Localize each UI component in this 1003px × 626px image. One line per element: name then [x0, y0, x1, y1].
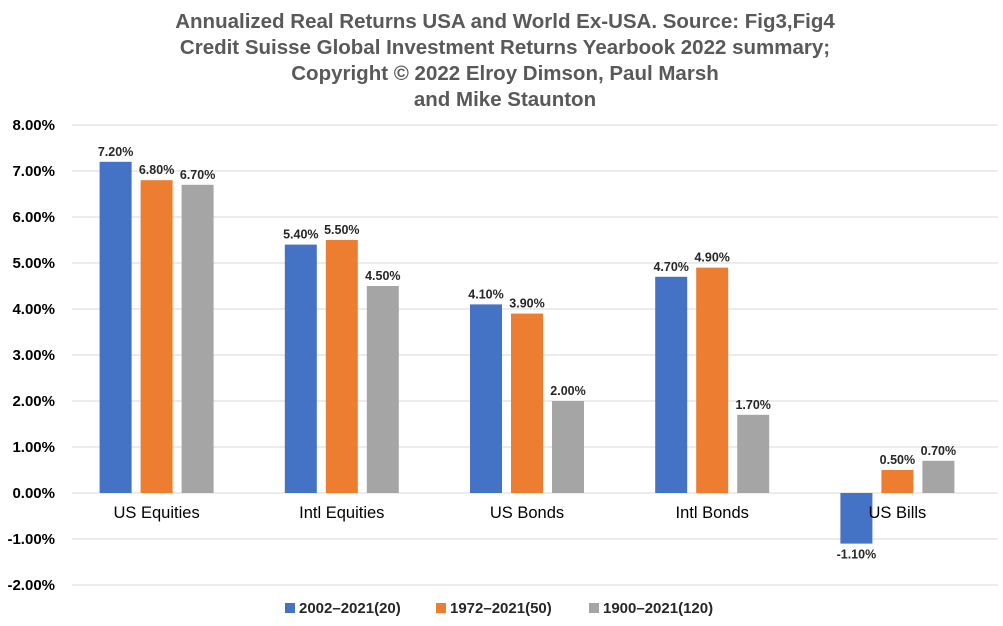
- data-label: 2.00%: [550, 384, 585, 398]
- y-tick-label: 0.00%: [12, 485, 55, 502]
- chart-title-line-1: Annualized Real Returns USA and World Ex…: [175, 10, 835, 33]
- y-tick-label: 1.00%: [12, 439, 55, 456]
- data-label: 0.50%: [880, 453, 915, 467]
- chart-title-line-4: and Mike Staunton: [414, 88, 596, 111]
- bar-0-2: [470, 304, 502, 493]
- bars: [99, 161, 955, 544]
- y-tick-label: 7.00%: [12, 163, 55, 180]
- data-labels: 7.20% 6.80% 6.70% 5.40% 5.50% 4.50% 4.10% 3.90%…: [98, 145, 956, 562]
- data-label: 4.90%: [694, 251, 729, 265]
- data-label: 3.90%: [509, 297, 544, 311]
- bar-0-0: [99, 161, 132, 494]
- data-label: 7.20%: [98, 145, 133, 159]
- legend-swatch: [285, 603, 295, 613]
- x-category-label: US Bonds: [490, 504, 564, 522]
- data-label: -1.10%: [837, 548, 877, 562]
- bar-2-2: [552, 401, 584, 493]
- y-tick-label: 3.00%: [12, 347, 55, 364]
- y-tick-label: -2.00%: [7, 577, 55, 594]
- data-label: 0.70%: [921, 444, 956, 458]
- bar-2-1: [366, 286, 399, 493]
- bar-1-3: [696, 267, 729, 493]
- bar-2-3: [737, 414, 770, 493]
- x-category-label: Intl Bonds: [676, 504, 749, 522]
- bar-1-4: [881, 470, 914, 493]
- data-label: 5.50%: [324, 223, 359, 237]
- data-label: 6.70%: [180, 168, 215, 182]
- x-axis-categories: US Equities Intl Equities US Bonds Intl Bon…: [113, 504, 926, 522]
- y-tick-label: -1.00%: [7, 531, 55, 548]
- y-tick-label: 8.00%: [12, 117, 55, 134]
- data-label: 1.70%: [735, 398, 770, 412]
- bar-0-4: [840, 493, 873, 544]
- bar-1-0: [140, 180, 173, 493]
- chart-title: Annualized Real Returns USA and World Ex…: [175, 10, 835, 111]
- data-label: 4.50%: [365, 269, 400, 283]
- legend-swatch: [589, 603, 599, 613]
- legend-label: 2002–2021(20): [299, 600, 401, 617]
- y-tick-label: 5.00%: [12, 255, 55, 272]
- chart-title-line-2: Credit Suisse Global Investment Returns …: [180, 36, 830, 59]
- bar-1-1: [325, 240, 358, 493]
- bar-2-4: [922, 460, 955, 493]
- chart-title-line-3: Copyright © 2022 Elroy Dimson, Paul Mars…: [291, 62, 719, 85]
- bar-1-2: [511, 313, 543, 493]
- bar-0-3: [655, 276, 688, 493]
- bar-2-0: [181, 184, 214, 494]
- y-tick-label: 4.00%: [12, 301, 55, 318]
- legend-label: 1972–2021(50): [450, 600, 552, 617]
- data-label: 6.80%: [139, 163, 174, 177]
- x-category-label: Intl Equities: [299, 504, 384, 522]
- data-label: 4.70%: [653, 260, 688, 274]
- legend-swatch: [436, 603, 446, 613]
- x-category-label: US Equities: [113, 504, 199, 522]
- y-tick-label: 2.00%: [12, 393, 55, 410]
- x-category-label: US Bills: [869, 504, 927, 522]
- y-tick-label: 6.00%: [12, 209, 55, 226]
- y-axis-ticks: 8.00% 7.00% 6.00% 5.00% 4.00% 3.00% 2.00% 1.00%…: [7, 117, 55, 594]
- legend: 2002–2021(20) 1972–2021(50) 1900–2021(120): [285, 600, 713, 617]
- data-label: 4.10%: [468, 287, 503, 301]
- data-label: 5.40%: [283, 228, 318, 242]
- bar-0-1: [284, 244, 317, 493]
- legend-label: 1900–2021(120): [603, 600, 713, 617]
